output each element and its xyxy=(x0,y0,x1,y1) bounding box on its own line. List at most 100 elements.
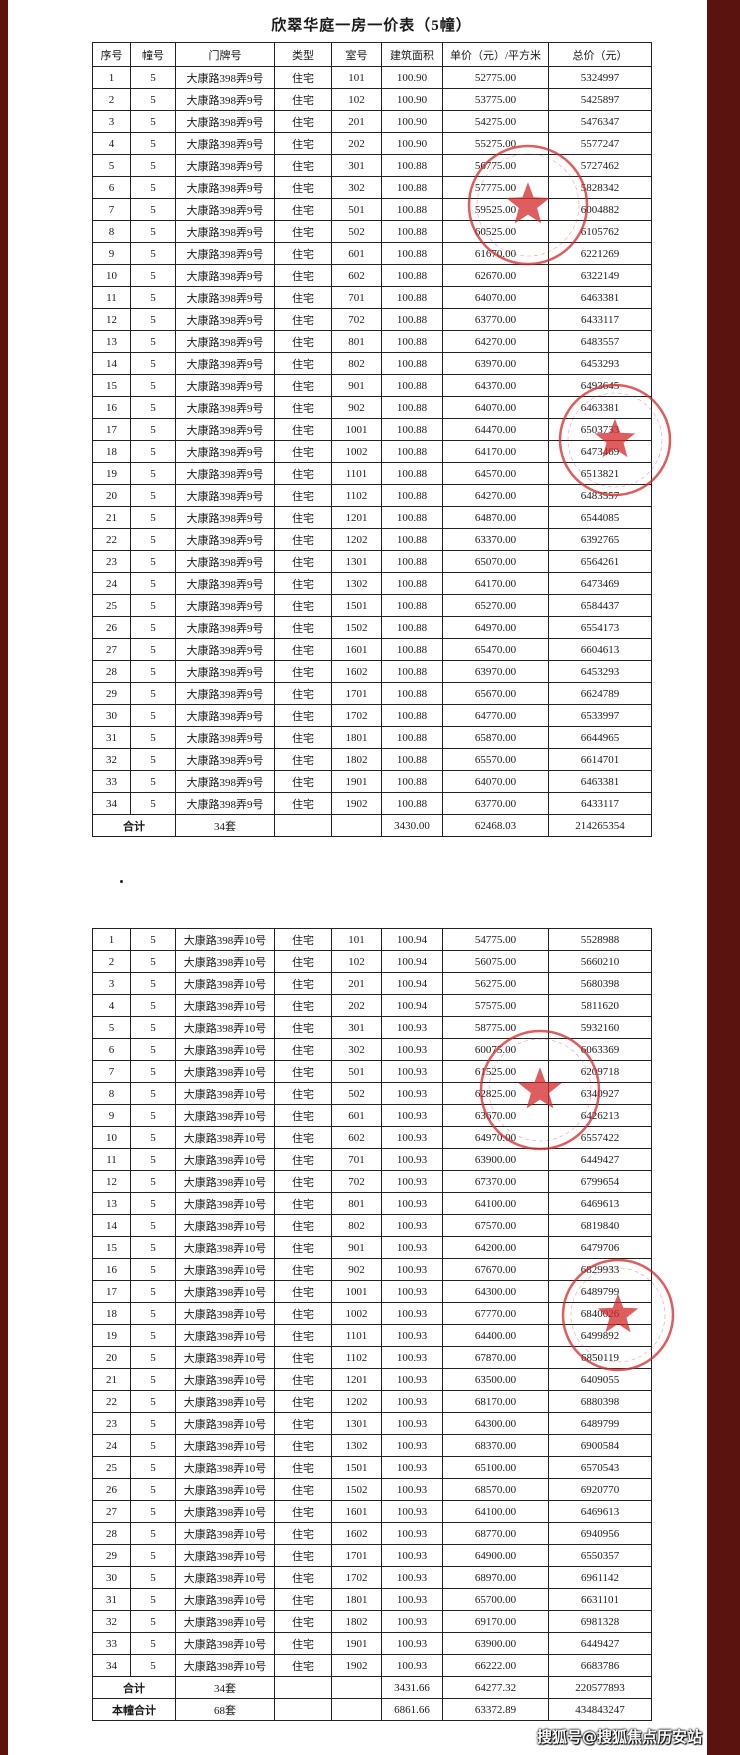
table-cell: 5 xyxy=(130,770,176,793)
table-cell: 6961142 xyxy=(548,1566,652,1589)
table-row: 23 5 大康路398弄10号 住宅 1301 100.93 64300.00 6489799 xyxy=(92,1412,652,1435)
table-cell: 大康路398弄9号 xyxy=(175,704,275,727)
table-row: 33 5 大康路398弄9号 住宅 1901 100.88 64070.00 6463381 xyxy=(92,770,652,793)
table-cell: 7 xyxy=(92,1060,131,1083)
table-cell: 15 xyxy=(92,1236,131,1259)
table-cell: 100.88 xyxy=(381,440,443,463)
table-cell: 27 xyxy=(92,1500,131,1523)
table-cell: 100.93 xyxy=(381,1478,443,1501)
table-cell: 6433117 xyxy=(548,308,652,331)
table-cell: 住宅 xyxy=(274,1434,332,1457)
table-row: 14 5 大康路398弄9号 住宅 802 100.88 63970.00 6453293 xyxy=(92,352,652,375)
table-cell: 住宅 xyxy=(274,1126,332,1149)
table-cell: 6469613 xyxy=(548,1192,652,1215)
table-cell: 5 xyxy=(130,1544,176,1567)
table-cell: 34 xyxy=(92,792,131,815)
table-cell: 5425897 xyxy=(548,88,652,111)
table-cell: 5 xyxy=(130,726,176,749)
table-cell: 100.88 xyxy=(381,198,443,221)
table-cell: 10 xyxy=(92,264,131,287)
table-cell: 住宅 xyxy=(274,1368,332,1391)
table-cell: 大康路398弄9号 xyxy=(175,528,275,551)
table-cell: 34 xyxy=(92,1654,131,1677)
table-cell: 100.94 xyxy=(381,972,443,995)
table-cell: 100.88 xyxy=(381,308,443,331)
table-cell: 100.88 xyxy=(381,220,443,243)
table-cell: 100.90 xyxy=(381,132,443,155)
table-row: 31 5 大康路398弄9号 住宅 1801 100.88 65870.00 6644965 xyxy=(92,726,652,749)
table-cell: 7 xyxy=(92,198,131,221)
table-cell: 100.93 xyxy=(381,1390,443,1413)
table-row: 13 5 大康路398弄10号 住宅 801 100.93 64100.00 6469613 xyxy=(92,1192,652,1215)
table-cell: 1701 xyxy=(331,682,382,705)
table-cell: 23 xyxy=(92,550,131,573)
table-cell: 大康路398弄9号 xyxy=(175,396,275,419)
table-cell: 13 xyxy=(92,1192,131,1215)
table-cell: 5 xyxy=(130,242,176,265)
table-cell: 100.93 xyxy=(381,1654,443,1677)
table-cell: 64370.00 xyxy=(442,374,549,397)
table-cell: 100.88 xyxy=(381,572,443,595)
table-cell: 住宅 xyxy=(274,1654,332,1677)
total-row: 合计 34套 3430.00 62468.03 214265354 xyxy=(92,814,652,837)
table-cell: 18 xyxy=(92,440,131,463)
empty-cell xyxy=(331,1676,382,1699)
table-cell: 大康路398弄10号 xyxy=(175,1654,275,1677)
table-cell: 100.88 xyxy=(381,792,443,815)
table-cell: 64400.00 xyxy=(442,1324,549,1347)
table-cell: 住宅 xyxy=(274,352,332,375)
table-cell: 201 xyxy=(331,110,382,133)
table-cell: 100.88 xyxy=(381,330,443,353)
table-cell: 5 xyxy=(130,484,176,507)
table-cell: 大康路398弄9号 xyxy=(175,682,275,705)
table-cell: 大康路398弄10号 xyxy=(175,1610,275,1633)
table-cell: 25 xyxy=(92,594,131,617)
table-cell: 6900584 xyxy=(548,1434,652,1457)
table-cell: 大康路398弄9号 xyxy=(175,132,275,155)
table-cell: 64070.00 xyxy=(442,286,549,309)
table-row: 25 5 大康路398弄10号 住宅 1501 100.93 65100.00 6570543 xyxy=(92,1456,652,1479)
table-cell: 5 xyxy=(130,132,176,155)
table-cell: 16 xyxy=(92,396,131,419)
table-cell: 6799654 xyxy=(548,1170,652,1193)
table-cell: 5 xyxy=(130,1566,176,1589)
table-cell: 2 xyxy=(92,88,131,111)
table-cell: 100.88 xyxy=(381,682,443,705)
table-cell: 5 xyxy=(130,1214,176,1237)
table-cell: 5 xyxy=(130,418,176,441)
table-cell: 5 xyxy=(130,1126,176,1149)
table-cell: 33 xyxy=(92,1632,131,1655)
table-cell: 30 xyxy=(92,1566,131,1589)
table-row: 8 5 大康路398弄10号 住宅 502 100.93 62825.00 6340927 xyxy=(92,1082,652,1105)
table-cell: 6105762 xyxy=(548,220,652,243)
table-cell: 1501 xyxy=(331,1456,382,1479)
table-row: 15 5 大康路398弄9号 住宅 901 100.88 64370.00 6493645 xyxy=(92,374,652,397)
table-cell: 大康路398弄10号 xyxy=(175,1368,275,1391)
table-cell: 住宅 xyxy=(274,616,332,639)
table-cell: 5 xyxy=(130,1368,176,1391)
table-cell: 32 xyxy=(92,748,131,771)
table-cell: 100.93 xyxy=(381,1412,443,1435)
table-row: 7 5 大康路398弄9号 住宅 501 100.88 59525.00 6004882 xyxy=(92,198,652,221)
table-cell: 大康路398弄9号 xyxy=(175,330,275,353)
table-cell: 5 xyxy=(130,682,176,705)
total-count: 68套 xyxy=(175,1698,275,1721)
table-cell: 52775.00 xyxy=(442,66,549,89)
total-unit: 63372.89 xyxy=(442,1698,549,1721)
table-cell: 住宅 xyxy=(274,462,332,485)
table-cell: 502 xyxy=(331,1082,382,1105)
table-cell: 5 xyxy=(130,308,176,331)
table-cell: 100.93 xyxy=(381,1104,443,1127)
table-row: 21 5 大康路398弄10号 住宅 1201 100.93 63500.00 6409055 xyxy=(92,1368,652,1391)
table-cell: 100.93 xyxy=(381,1170,443,1193)
table-cell: 5 xyxy=(130,220,176,243)
page-title: 欣翠华庭一房一价表（5幢） xyxy=(271,18,472,34)
table-cell: 6433117 xyxy=(548,792,652,815)
table-cell: 68570.00 xyxy=(442,1478,549,1501)
table-cell: 5 xyxy=(130,594,176,617)
table-cell: 100.88 xyxy=(381,176,443,199)
table-cell: 住宅 xyxy=(274,286,332,309)
table-cell: 100.88 xyxy=(381,770,443,793)
table-cell: 100.88 xyxy=(381,286,443,309)
empty-cell xyxy=(331,814,382,837)
